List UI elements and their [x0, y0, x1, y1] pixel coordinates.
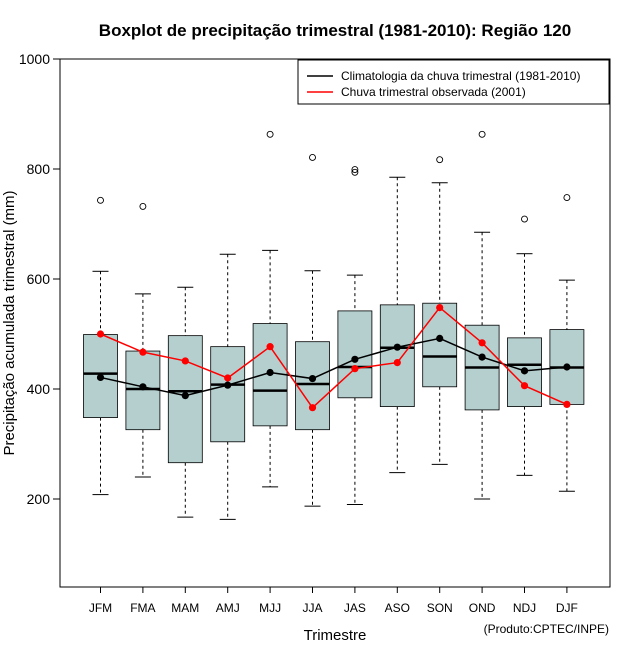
box-mjj: [252, 130, 288, 488]
x-axis: JFM FMA MAM AMJ MJJ JJA JAS ASO SON OND NDJ DJF: [89, 587, 578, 615]
box-body: [210, 346, 246, 443]
x-tick-label-ond: OND: [469, 601, 496, 615]
series-point-observed-mam: [181, 357, 189, 365]
series-point-observed-jfm: [96, 330, 105, 338]
series-point-observed-jas: [351, 365, 359, 373]
legend-label-observed: Chuva trimestral observada (2001): [341, 85, 526, 99]
x-tick-label-amj: AMJ: [216, 601, 240, 615]
series-point-observed-ond: [478, 339, 486, 347]
outlier-point: [139, 202, 147, 210]
box-jja: [295, 153, 330, 507]
outlier-point: [521, 215, 528, 223]
series-point-observed-mjj: [266, 343, 274, 351]
plot-border: [59, 58, 611, 588]
box-body: [379, 304, 415, 408]
legend: Climatologia da chuva trimestral (1981-2…: [297, 59, 610, 105]
series-point-observed-ndj: [520, 382, 529, 390]
box-fma: [125, 202, 161, 478]
box-ndj: [507, 215, 542, 476]
plot-area: [59, 58, 611, 588]
box-jas: [337, 166, 373, 505]
series-point-observed-jja: [308, 404, 317, 412]
outlier-point: [309, 153, 316, 161]
x-tick-label-jas: JAS: [344, 601, 366, 615]
product-credit: (Produto:CPTEC/INPE): [484, 622, 609, 636]
series-climatology: [96, 334, 571, 400]
box-body: [295, 341, 330, 431]
x-axis-title: Trimestre: [304, 627, 367, 644]
series-point-climatology-amj: [224, 381, 232, 389]
outlier-point: [97, 196, 104, 204]
outlier-point: [351, 168, 359, 176]
y-tick-label: 1000: [19, 51, 50, 67]
x-tick-label-mam: MAM: [171, 601, 199, 615]
legend-label-climatology: Climatologia da chuva trimestral (1981-2…: [341, 69, 580, 83]
y-tick-label: 800: [27, 161, 51, 177]
outlier-point: [351, 166, 359, 174]
series-point-climatology-jas: [351, 355, 359, 363]
outlier-point: [563, 194, 571, 202]
y-tick-label: 600: [27, 271, 51, 287]
x-tick-label-jja: JJA: [302, 601, 322, 615]
x-tick-label-djf: DJF: [556, 601, 578, 615]
x-tick-label-aso: ASO: [385, 601, 410, 615]
series-point-observed-aso: [393, 359, 401, 367]
outlier-point: [266, 130, 274, 138]
box-body: [337, 310, 373, 399]
series-observed: [96, 304, 571, 412]
legend-box: [297, 59, 610, 105]
chart-title: Boxplot de precipitação trimestral (1981…: [99, 21, 571, 40]
outlier-point: [436, 156, 444, 164]
series-point-climatology-fma: [139, 383, 147, 391]
box-aso: [379, 176, 415, 474]
x-tick-label-jfm: JFM: [89, 601, 112, 615]
y-tick-label: 200: [27, 491, 51, 507]
box-djf: [549, 194, 585, 492]
y-axis: 200 400 600 800 1000: [19, 51, 60, 507]
series-point-observed-amj: [224, 374, 232, 382]
series-point-observed-son: [436, 304, 444, 312]
boxes-layer: [83, 130, 585, 520]
series-point-climatology-jja: [308, 374, 317, 383]
box-body: [422, 302, 458, 388]
series-point-climatology-ndj: [520, 367, 529, 375]
outlier-point: [478, 130, 486, 138]
box-jfm: [83, 196, 118, 496]
series-point-climatology-aso: [393, 343, 401, 351]
series-point-observed-djf: [563, 400, 571, 408]
series-line-climatology: [100, 337, 567, 397]
y-tick-label: 400: [27, 381, 51, 397]
series-point-climatology-ond: [478, 353, 486, 361]
x-tick-label-son: SON: [427, 601, 453, 615]
box-amj: [210, 253, 246, 520]
series-point-climatology-jfm: [96, 373, 105, 382]
series-point-climatology-mjj: [266, 368, 274, 377]
x-tick-label-fma: FMA: [130, 601, 155, 615]
box-mam: [167, 286, 203, 518]
y-axis-title: Precipitação acumulada trimestral (mm): [1, 190, 18, 455]
x-tick-label-ndj: NDJ: [513, 601, 536, 615]
x-tick-label-mjj: MJJ: [259, 601, 281, 615]
box-ond: [464, 130, 500, 500]
series-point-climatology-djf: [563, 363, 571, 371]
series-layer: [96, 304, 571, 412]
series-point-climatology-mam: [181, 392, 189, 400]
series-line-observed: [100, 306, 568, 409]
series-point-observed-fma: [139, 348, 147, 356]
series-point-climatology-son: [436, 334, 444, 342]
